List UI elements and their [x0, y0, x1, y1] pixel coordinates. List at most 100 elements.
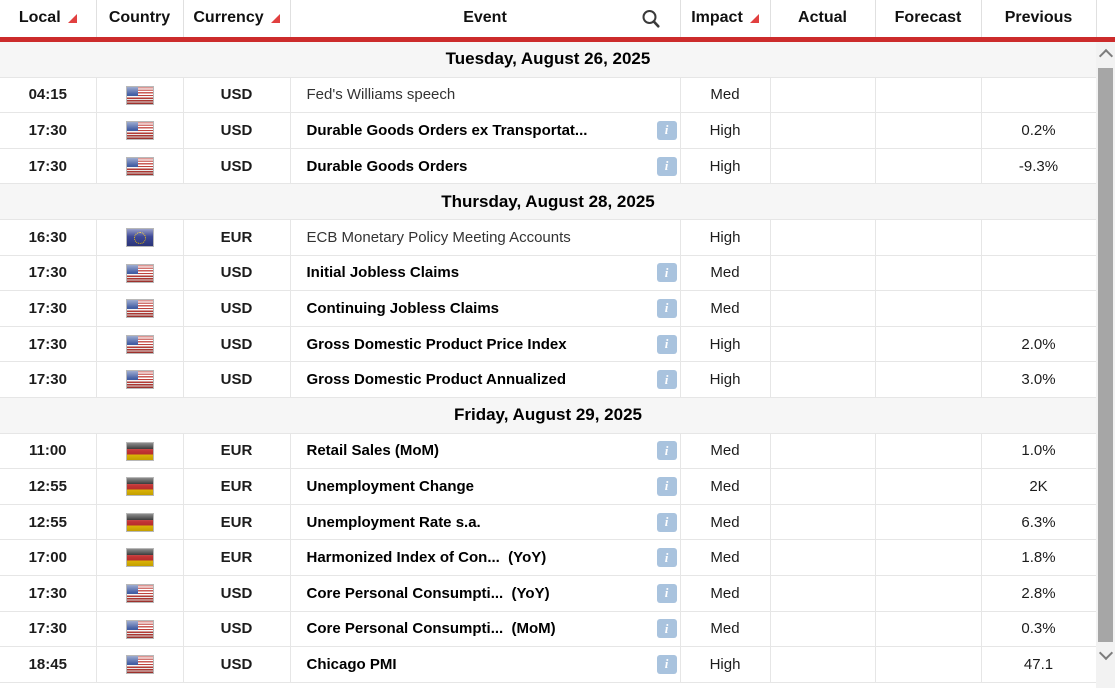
time-cell: 17:30 [0, 112, 97, 149]
impact-cell: Med [680, 290, 771, 327]
event-cell: ECB Monetary Policy Meeting Accounts [290, 219, 681, 256]
event-row[interactable]: 18:45 USD Chicago PMI i High 47.1 [0, 646, 1097, 683]
event-row[interactable]: 16:30 EUR ECB Monetary Policy Meeting Acco… [0, 219, 1097, 256]
date-header-label: Tuesday, August 26, 2025 [0, 39, 1096, 78]
info-icon[interactable]: i [656, 583, 677, 603]
impact-cell: High [680, 326, 771, 363]
event-cell: Gross Domestic Product Price Index i [290, 326, 681, 363]
currency-cell: USD [183, 575, 291, 612]
sort-triangle-icon [270, 13, 280, 23]
column-label: Impact [691, 9, 743, 27]
event-cell: Continuing Jobless Claims i [290, 290, 681, 327]
date-header-row: Friday, August 29, 2025 [0, 397, 1096, 434]
event-cell-content: Continuing Jobless Claims i [307, 298, 677, 318]
event-row[interactable]: 17:30 USD Continuing Jobless Claims i Med [0, 290, 1097, 327]
currency-cell: USD [183, 611, 291, 648]
scroll-up-icon[interactable] [1098, 48, 1114, 64]
column-header-forecast[interactable]: Forecast [875, 0, 982, 42]
flag-us-icon [126, 656, 153, 674]
flag-us-icon [126, 584, 153, 602]
forecast-cell [875, 148, 982, 185]
column-label: Actual [798, 9, 847, 27]
country-flag-cell [96, 112, 184, 149]
actual-cell [770, 361, 876, 398]
sort-triangle-icon [749, 13, 759, 23]
event-cell: Fed's Williams speech [290, 77, 681, 114]
info-icon[interactable]: i [656, 512, 677, 532]
event-row[interactable]: 17:30 USD Durable Goods Orders i High -9.3% [0, 148, 1097, 185]
previous-cell: 0.3% [981, 611, 1097, 648]
impact-cell: Med [680, 255, 771, 292]
event-row[interactable]: 04:15 USD Fed's Williams speech Med [0, 77, 1097, 114]
actual-cell [770, 219, 876, 256]
search-icon[interactable] [640, 8, 662, 30]
forecast-cell [875, 504, 982, 541]
event-row[interactable]: 12:55 EUR Unemployment Rate s.a. i Med 6.3% [0, 504, 1097, 541]
flag-us-icon [126, 300, 153, 318]
event-row[interactable]: 17:30 USD Gross Domestic Product Price Ind… [0, 326, 1097, 363]
column-header-local[interactable]: Local [0, 0, 97, 42]
country-flag-cell [96, 575, 184, 612]
actual-cell [770, 539, 876, 576]
event-cell: Harmonized Index of Con... (YoY) i [290, 539, 681, 576]
scrollbar-thumb[interactable] [1098, 68, 1113, 642]
forecast-cell [875, 468, 982, 505]
info-icon[interactable]: i [656, 334, 677, 354]
column-header-row: Local Country Currency Event Impact Actual For… [0, 0, 1097, 42]
info-icon[interactable]: i [656, 298, 677, 318]
info-icon[interactable]: i [656, 156, 677, 176]
event-cell: Initial Jobless Claims i [290, 255, 681, 292]
event-title: Durable Goods Orders ex Transportat... [306, 121, 588, 139]
event-cell: Core Personal Consumpti... (MoM) i [290, 611, 681, 648]
event-cell-content: Gross Domestic Product Annualized i [307, 370, 677, 390]
info-icon[interactable]: i [656, 654, 677, 674]
event-row[interactable]: 17:30 USD Gross Domestic Product Annualize… [0, 361, 1097, 398]
forecast-cell [875, 290, 982, 327]
country-flag-cell [96, 646, 184, 683]
event-row[interactable]: 17:00 EUR Harmonized Index of Con... (YoY)… [0, 539, 1097, 576]
forecast-cell [875, 77, 982, 114]
time-cell: 16:30 [0, 219, 97, 256]
event-row[interactable]: 17:30 USD Core Personal Consumpti... (YoY)… [0, 575, 1097, 612]
actual-cell [770, 255, 876, 292]
info-icon[interactable]: i [656, 548, 677, 568]
event-cell-content: Core Personal Consumpti... (YoY) i [306, 583, 677, 603]
forecast-cell [875, 433, 982, 470]
event-row[interactable]: 17:30 USD Initial Jobless Claims i Med [0, 255, 1097, 292]
flag-de-icon [126, 513, 153, 531]
event-cell-content: ECB Monetary Policy Meeting Accounts [307, 229, 677, 246]
column-header-currency[interactable]: Currency [183, 0, 291, 42]
column-header-previous[interactable]: Previous [981, 0, 1097, 42]
event-cell-content: Unemployment Change i [307, 476, 677, 496]
event-row[interactable]: 17:30 USD Durable Goods Orders ex Transpor… [0, 112, 1097, 149]
column-header-actual[interactable]: Actual [770, 0, 876, 42]
info-icon[interactable]: i [656, 476, 677, 496]
event-cell-content: Retail Sales (MoM) i [307, 441, 677, 461]
vertical-scrollbar[interactable] [1096, 42, 1115, 688]
info-icon[interactable]: i [656, 619, 677, 639]
event-row[interactable]: 11:00 EUR Retail Sales (MoM) i Med 1.0% [0, 433, 1097, 470]
flag-us-icon [126, 264, 153, 282]
column-label: Event [463, 9, 507, 27]
previous-cell: 6.3% [981, 504, 1097, 541]
column-label: Country [108, 9, 171, 27]
info-icon[interactable]: i [656, 120, 677, 140]
event-row[interactable]: 17:30 USD Core Personal Consumpti... (MoM)… [0, 611, 1097, 648]
currency-cell: EUR [183, 433, 291, 470]
event-row[interactable]: 12:55 EUR Unemployment Change i Med 2K [0, 468, 1097, 505]
info-icon[interactable]: i [656, 441, 677, 461]
info-icon[interactable]: i [656, 370, 677, 390]
info-icon[interactable]: i [656, 263, 677, 283]
column-header-event[interactable]: Event [290, 0, 681, 42]
previous-cell [981, 290, 1097, 327]
actual-cell [770, 468, 876, 505]
event-title: Durable Goods Orders [306, 157, 468, 175]
event-cell-content: Gross Domestic Product Price Index i [307, 334, 677, 354]
column-header-country[interactable]: Country [96, 0, 184, 42]
column-header-impact[interactable]: Impact [680, 0, 771, 42]
country-flag-cell [96, 326, 184, 363]
impact-cell: High [680, 219, 771, 256]
country-flag-cell [96, 468, 184, 505]
scroll-down-icon[interactable] [1098, 645, 1114, 661]
event-title: Core Personal Consumpti... (YoY) [306, 584, 550, 602]
